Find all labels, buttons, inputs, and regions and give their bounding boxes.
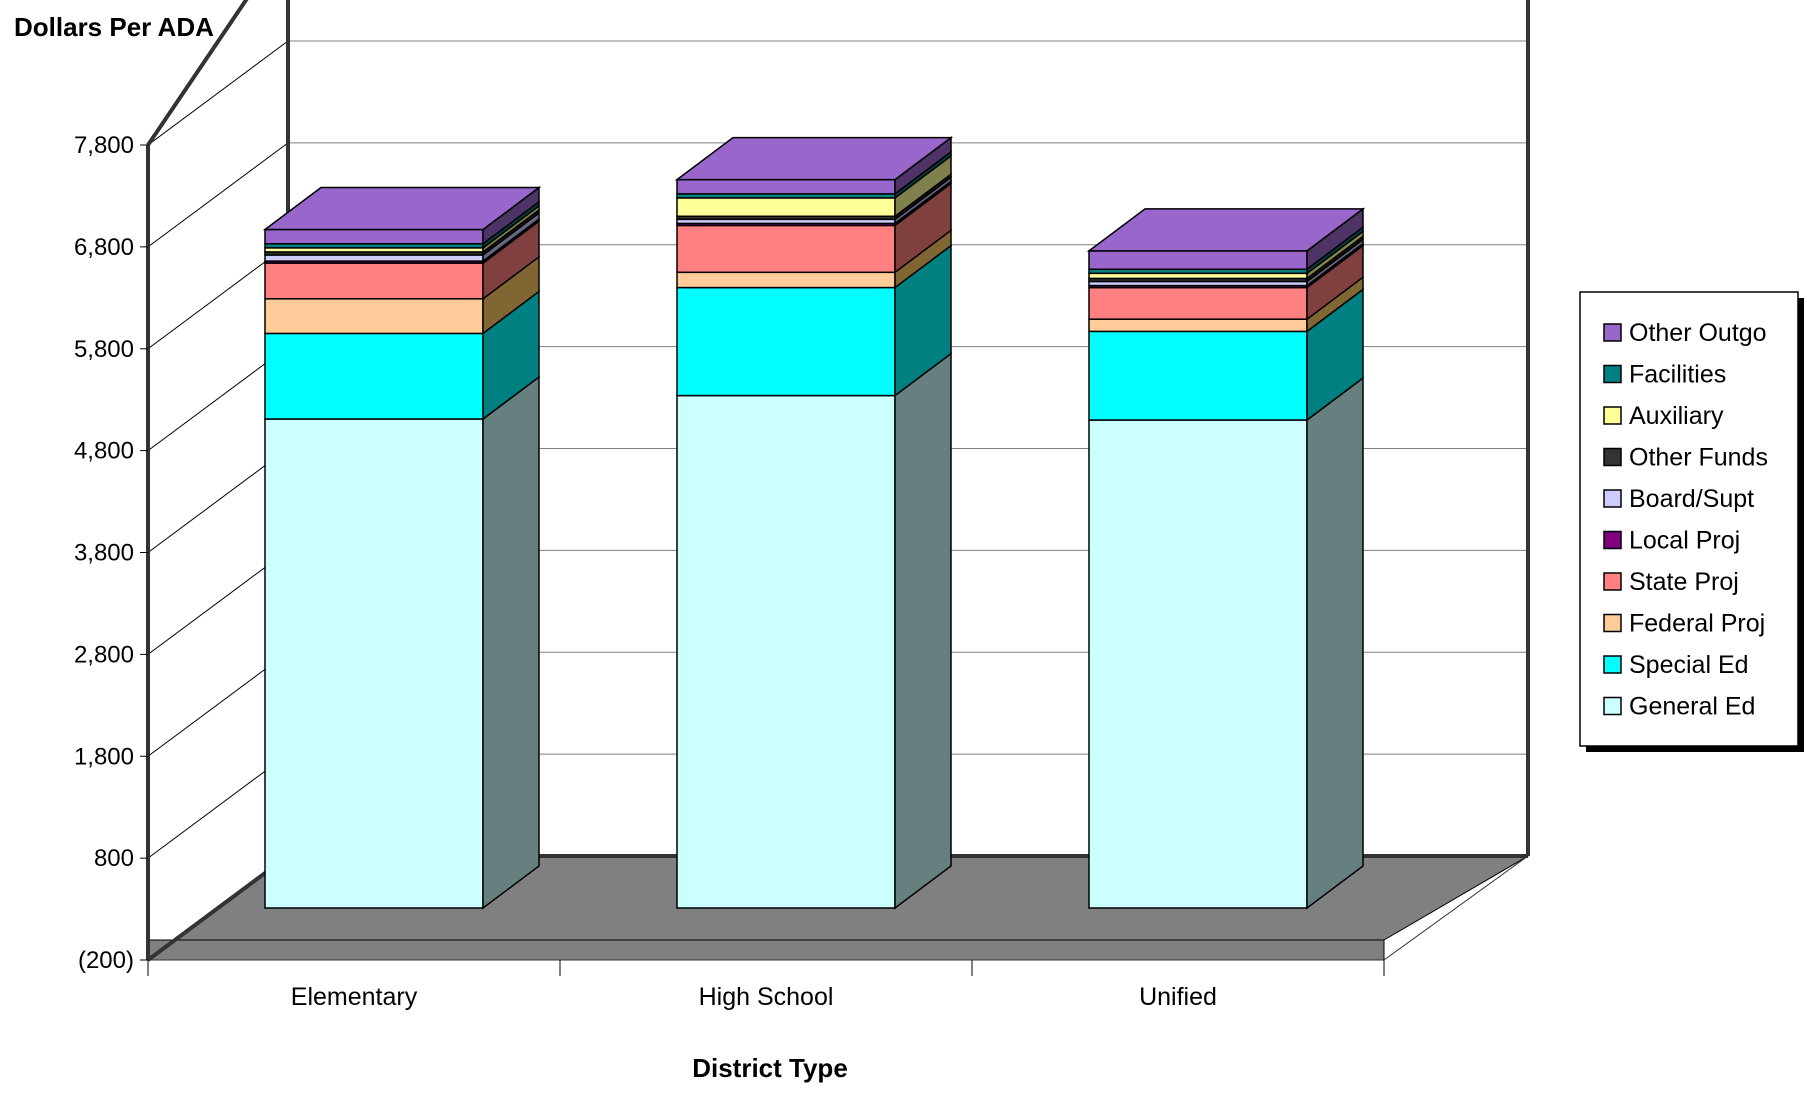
- legend: Other Outgo Facilities Auxiliary Other Fund…: [1579, 291, 1804, 752]
- bar-unified-general-ed-side: [1306, 376, 1364, 910]
- y-tick-label: 6,800: [74, 234, 134, 261]
- bar-unified-auxiliary: [1088, 272, 1308, 280]
- gridline-side: [147, 40, 289, 146]
- bar-high-school-auxiliary: [676, 197, 896, 218]
- bar-unified-general-ed: [1088, 419, 1308, 909]
- legend-label-state-proj: State Proj: [1629, 568, 1739, 596]
- y-tick-labels: (200) 800 1,800 2,800 3,800 4,800 5,800 6,800 7,…: [74, 132, 148, 974]
- legend-label-general-ed: General Ed: [1629, 693, 1755, 721]
- bar-unified-top: [1086, 208, 1366, 252]
- bar-high-school-general-ed-side: [894, 352, 952, 910]
- category-labels: Elementary High School Unified: [147, 960, 1385, 1011]
- legend-swatch-local-proj: [1603, 530, 1622, 550]
- legend-label-local-proj: Local Proj: [1629, 527, 1740, 555]
- bars: [262, 136, 1366, 910]
- bar-unified-federal-proj: [1088, 318, 1308, 333]
- y-tick-label: 5,800: [74, 336, 134, 363]
- legend-swatch-special-ed: [1603, 655, 1622, 674]
- category-label: Unified: [1139, 983, 1217, 1011]
- floor-front-edge: [147, 939, 1385, 961]
- bar-elementary-state-proj: [264, 262, 484, 300]
- bar-elementary-federal-proj: [264, 298, 484, 335]
- legend-label-facilities: Facilities: [1629, 361, 1726, 389]
- bar-high-school-special-ed: [676, 286, 896, 397]
- legend-swatch-facilities: [1603, 364, 1622, 384]
- legend-swatch-board-supt: [1603, 489, 1622, 508]
- legend-swatch-other-funds: [1603, 447, 1622, 467]
- bar-elementary-special-ed: [264, 332, 484, 420]
- legend-swatch-state-proj: [1603, 572, 1622, 591]
- bar-elementary-board-supt: [264, 254, 484, 262]
- bar-high-school: [674, 136, 954, 910]
- bar-elementary-general-ed-side: [482, 375, 540, 910]
- bar-high-school-state-proj: [676, 224, 896, 274]
- legend-label-special-ed: Special Ed: [1629, 651, 1749, 679]
- legend-swatch-other-outgo: [1603, 323, 1622, 342]
- bar-high-school-general-ed: [676, 394, 896, 909]
- bar-unified: [1086, 207, 1366, 910]
- legend-label-federal-proj: Federal Proj: [1629, 610, 1765, 638]
- category-label: Elementary: [291, 983, 418, 1011]
- y-tick-label: 3,800: [74, 540, 134, 567]
- legend-label-board-supt: Board/Supt: [1629, 485, 1754, 513]
- bar-high-school-top: [674, 136, 954, 181]
- y-axis-title: Dollars Per ADA: [14, 12, 214, 42]
- bar-elementary-other-outgo: [264, 228, 484, 245]
- bar-high-school-federal-proj: [676, 271, 896, 289]
- legend-swatch-federal-proj: [1603, 613, 1622, 633]
- y-tick-label: 7,800: [74, 132, 134, 159]
- bar-elementary-top: [262, 186, 542, 231]
- bar-elementary: [262, 186, 542, 910]
- floor-right-edge: [1383, 855, 1529, 961]
- legend-label-other-outgo: Other Outgo: [1629, 319, 1767, 347]
- legend-swatch-auxiliary: [1603, 406, 1622, 425]
- y-tick-label: 2,800: [74, 641, 134, 668]
- bar-high-school-other-outgo: [676, 178, 896, 195]
- legend-label-auxiliary: Auxiliary: [1629, 402, 1724, 430]
- y-tick-label: (200): [78, 947, 134, 974]
- gridline-side: [147, 142, 289, 248]
- legend-label-other-funds: Other Funds: [1629, 444, 1768, 472]
- legend-swatch-general-ed: [1603, 696, 1622, 716]
- back-wall-edge: [1526, 0, 1530, 856]
- bar-elementary-general-ed: [264, 418, 484, 909]
- y-tick-label: 1,800: [74, 743, 134, 770]
- bar-unified-other-outgo: [1088, 250, 1308, 270]
- y-tick-label: 4,800: [74, 438, 134, 465]
- category-label: High School: [699, 983, 834, 1011]
- x-axis-title: District Type: [692, 1053, 848, 1083]
- bar-unified-state-proj: [1088, 286, 1308, 320]
- y-tick-label: 800: [94, 845, 134, 872]
- bar-unified-special-ed: [1088, 330, 1308, 421]
